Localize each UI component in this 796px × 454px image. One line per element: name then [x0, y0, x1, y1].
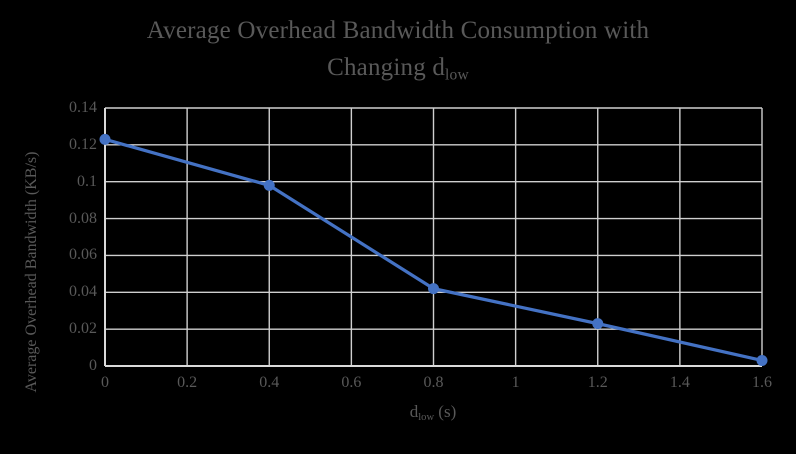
data-point-marker — [428, 283, 439, 295]
x-tick-label: 0.2 — [177, 374, 198, 391]
chart-title-subscript: low — [445, 66, 469, 84]
x-tick-label: 1 — [511, 374, 520, 391]
x-tick-label: 1.6 — [752, 374, 772, 391]
x-tick-label: 1.2 — [587, 374, 608, 391]
x-tick-label: 0.8 — [423, 374, 444, 391]
chart-title-line1: Average Overhead Bandwidth Consumption w… — [146, 17, 650, 44]
data-point-marker — [592, 318, 604, 330]
x-axis-title-subscript: low — [418, 411, 435, 423]
x-tick-label: 0.6 — [341, 374, 362, 391]
y-axis-title: Average Overhead Bandwidth (KB/s) — [23, 151, 40, 393]
chart-title: Average Overhead Bandwidth Consumption w… — [0, 12, 796, 93]
y-tick-label: 0.14 — [69, 99, 97, 116]
x-axis-title: dlow (s) — [409, 402, 457, 423]
plot-area — [99, 107, 768, 367]
data-point-marker — [756, 354, 768, 366]
chart-title-line2: Changing dlow — [327, 54, 469, 84]
y-tick-label: 0 — [89, 357, 97, 374]
y-tick-label: 0.1 — [77, 172, 97, 190]
x-tick-label: 1.4 — [669, 374, 690, 391]
x-tick-label: 0 — [101, 374, 109, 391]
y-tick-label: 0.12 — [69, 135, 97, 153]
data-point-marker — [99, 133, 111, 145]
y-tick-label: 0.06 — [69, 246, 97, 264]
y-tick-label: 0.04 — [69, 283, 97, 301]
data-point-marker — [263, 179, 275, 191]
y-tick-label: 0.08 — [69, 209, 97, 227]
y-tick-label: 0.02 — [69, 320, 97, 338]
x-tick-label: 0.4 — [259, 374, 280, 391]
